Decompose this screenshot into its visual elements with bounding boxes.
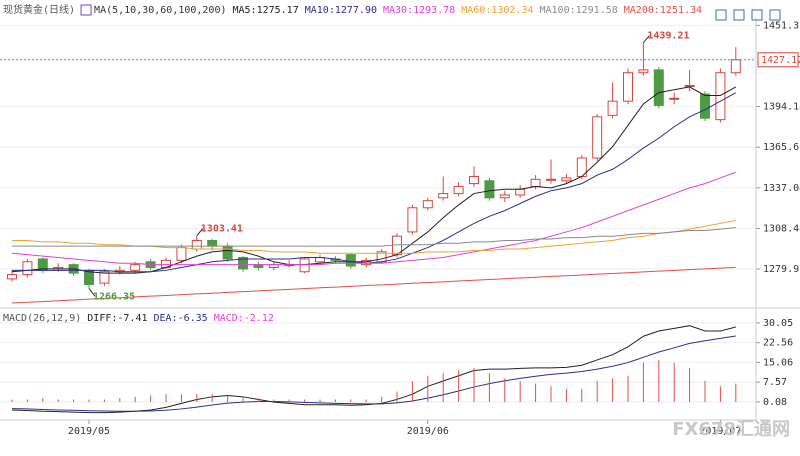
panel-title: 现货黄金(日线) [3, 3, 75, 16]
annotation-leader [88, 287, 96, 297]
ma-line [11, 171, 736, 266]
candle-body [684, 85, 695, 88]
candle-body [623, 72, 633, 102]
y-tick-label: 22.56 [763, 338, 793, 349]
annotation-leader [196, 228, 204, 236]
x-tick-label: 2019/06 [407, 426, 449, 437]
candle-body [638, 69, 649, 74]
candle-body [715, 72, 726, 121]
annotation-label: 1266.35 [93, 291, 135, 302]
toolbar-button[interactable] [715, 9, 727, 21]
legend-entry: MA30:1293.78 [383, 5, 455, 16]
annotation-leader [643, 35, 650, 43]
indicator-icon [80, 4, 92, 16]
legend-entry: MA10:1277.90 [305, 5, 377, 16]
ma-line [12, 227, 736, 247]
y-tick-label: 1451.31 [763, 20, 800, 31]
annotation-label: 1303.41 [201, 224, 243, 235]
y-tick-label: 1394.18 [763, 102, 800, 113]
candle-body [453, 185, 464, 195]
candle-body [345, 254, 356, 267]
watermark: FX678汇通网 [672, 419, 790, 440]
legend-entry: MA5:1275.17 [233, 5, 299, 16]
y-tick-label: 1337.04 [763, 183, 800, 194]
candle-body [546, 178, 556, 181]
candle-body [669, 97, 680, 100]
candle-body [407, 207, 418, 233]
legend-entry: DEA:-6.35 [154, 313, 208, 324]
last-price-box [757, 52, 799, 68]
toolbar-button[interactable] [751, 9, 763, 21]
y-tick-label: 30.05 [763, 318, 793, 329]
toolbar[interactable] [715, 9, 781, 21]
candle-body [499, 194, 510, 199]
candle-body [592, 116, 603, 159]
y-tick-label: 1308.48 [763, 223, 800, 234]
candle-body [422, 200, 433, 209]
candle-body [730, 59, 741, 74]
candle-body [207, 239, 218, 247]
y-tick-label: 1365.61 [763, 142, 800, 153]
ma-line [12, 92, 737, 273]
candle-body [484, 180, 495, 199]
toolbar-button[interactable] [733, 9, 745, 21]
y-tick-label: 0.08 [763, 397, 787, 408]
candle-body [176, 247, 187, 261]
candle-body [530, 178, 541, 187]
panel-title: MACD(26,12,9) [3, 313, 81, 324]
y-tick-label: 1279.91 [763, 264, 800, 275]
annotation-label: 1439.21 [647, 31, 689, 42]
candle-body [607, 100, 618, 116]
last-price-label: 1427.12 [761, 55, 800, 66]
candle-body [238, 257, 248, 270]
macd-line [11, 335, 736, 412]
candle-body [22, 261, 33, 276]
candle-body [299, 258, 310, 273]
candle-body [561, 177, 572, 182]
toolbar-button[interactable] [769, 9, 781, 21]
candle-body [222, 245, 233, 260]
ma-line [11, 86, 737, 274]
candle-body [515, 188, 526, 196]
y-tick-label: 7.57 [763, 377, 787, 388]
legend-entry: MA200:1251.34 [624, 5, 702, 16]
candle-body [130, 264, 141, 271]
legend-entry: MACD:-2.12 [214, 313, 274, 324]
legend-entry: MA100:1291.58 [539, 5, 617, 16]
candle-body [438, 193, 449, 199]
candle-body [469, 175, 479, 185]
candle-body [7, 274, 17, 280]
legend-entry: DIFF:-7.41 [87, 313, 147, 324]
candle-body [653, 69, 664, 106]
candle-body [191, 239, 202, 250]
candle-body [700, 93, 710, 119]
x-tick-label: 2019/07 [699, 426, 741, 437]
legend-entry: MA60:1302.34 [461, 5, 533, 16]
candle-body [99, 271, 110, 284]
ma-line [11, 266, 736, 304]
y-tick-label: 15.06 [763, 357, 793, 368]
x-tick-label: 2019/05 [68, 426, 110, 437]
indicator-label: MA(5,10,30,60,100,200) [94, 5, 226, 16]
